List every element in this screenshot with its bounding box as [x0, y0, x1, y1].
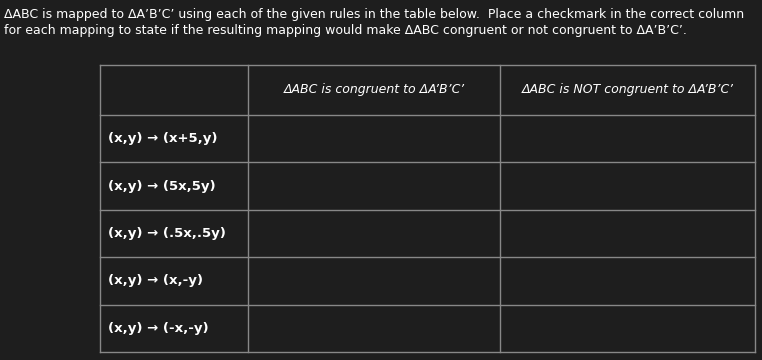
Text: (x,y) → (.5x,.5y): (x,y) → (.5x,.5y) [108, 227, 226, 240]
Text: ΔABC is congruent to ΔA’B’C’: ΔABC is congruent to ΔA’B’C’ [283, 84, 465, 96]
Text: (x,y) → (x+5,y): (x,y) → (x+5,y) [108, 132, 217, 145]
Text: for each mapping to state if the resulting mapping would make ΔABC congruent or : for each mapping to state if the resulti… [4, 24, 687, 37]
Text: (x,y) → (-x,-y): (x,y) → (-x,-y) [108, 322, 209, 335]
Text: (x,y) → (5x,5y): (x,y) → (5x,5y) [108, 180, 216, 193]
Text: ΔABC is NOT congruent to ΔA’B’C’: ΔABC is NOT congruent to ΔA’B’C’ [521, 84, 734, 96]
Text: ΔABC is mapped to ΔA’B’C’ using each of the given rules in the table below.  Pla: ΔABC is mapped to ΔA’B’C’ using each of … [4, 8, 744, 21]
Text: (x,y) → (x,-y): (x,y) → (x,-y) [108, 274, 203, 287]
